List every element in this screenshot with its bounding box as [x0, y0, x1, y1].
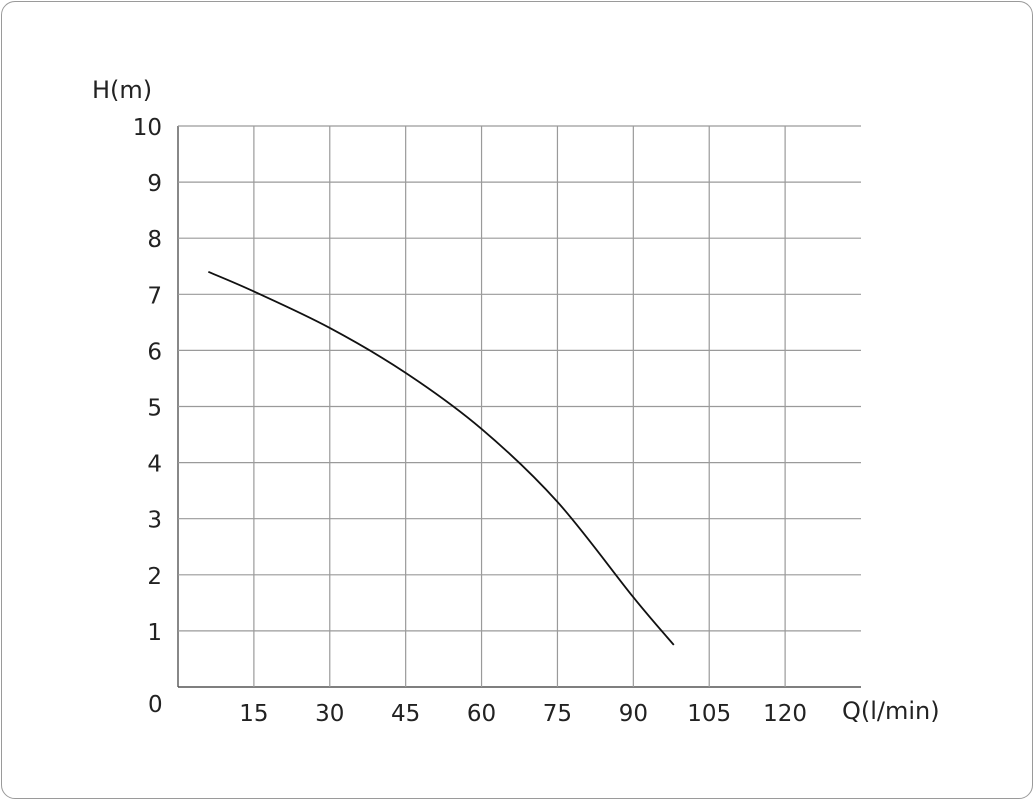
y-tick-label: 5 — [147, 396, 162, 422]
x-axis-label: Q(l/min) — [842, 697, 940, 725]
y-tick-label: 9 — [147, 171, 162, 197]
y-tick-label: 10 — [133, 115, 162, 141]
y-tick-label: 2 — [147, 564, 162, 590]
y-tick-label: 4 — [147, 452, 162, 478]
y-tick-label: 1 — [147, 620, 162, 646]
x-tick-label: 30 — [315, 701, 344, 727]
series-layer — [207, 271, 675, 646]
x-tick-label: 45 — [391, 701, 420, 727]
x-tick-label: 120 — [763, 701, 807, 727]
x-tick-label: 75 — [543, 701, 572, 727]
y-tick-label: 6 — [147, 339, 162, 365]
y-tick-label: 3 — [147, 508, 162, 534]
pump-curve-line — [207, 271, 675, 646]
grid — [177, 125, 861, 688]
x-tick-label: 15 — [239, 701, 268, 727]
x-tick-label: 60 — [467, 701, 496, 727]
y-tick-label: 7 — [147, 283, 162, 309]
y-axis-label: H(m) — [92, 76, 152, 104]
x-tick-label: 105 — [687, 701, 731, 727]
y-tick-label: 8 — [147, 227, 162, 253]
x-tick-label: 90 — [619, 701, 648, 727]
origin-label: 0 — [148, 692, 163, 718]
